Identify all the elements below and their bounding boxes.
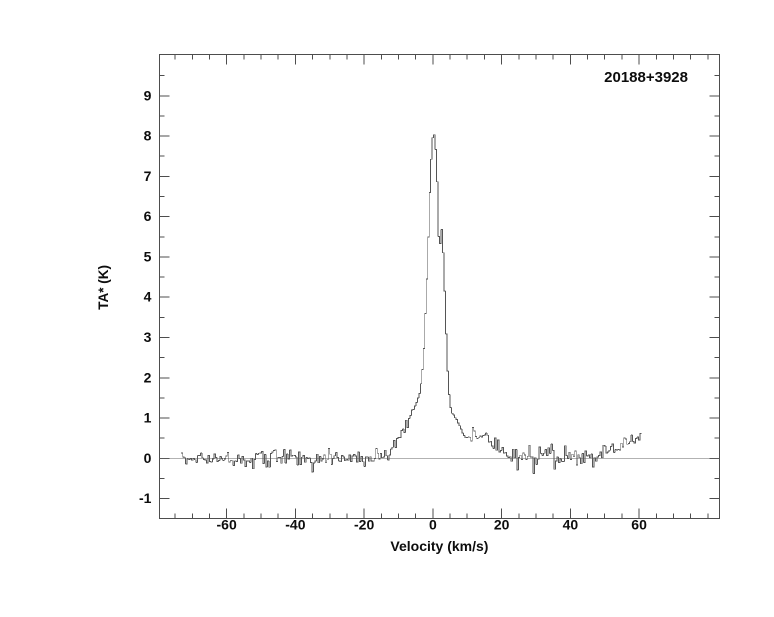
svg-text:-20: -20 <box>354 517 374 533</box>
svg-text:60: 60 <box>631 517 647 533</box>
svg-text:1: 1 <box>144 410 152 426</box>
svg-text:40: 40 <box>563 517 579 533</box>
svg-text:-60: -60 <box>217 517 237 533</box>
svg-text:-1: -1 <box>139 490 152 506</box>
svg-text:0: 0 <box>429 517 437 533</box>
svg-text:TA* (K): TA* (K) <box>96 265 111 310</box>
svg-text:9: 9 <box>144 87 152 103</box>
svg-text:6: 6 <box>144 208 152 224</box>
svg-text:8: 8 <box>144 128 152 144</box>
svg-text:4: 4 <box>144 289 152 305</box>
svg-text:7: 7 <box>144 168 152 184</box>
svg-text:-40: -40 <box>285 517 305 533</box>
svg-text:5: 5 <box>144 248 152 264</box>
svg-text:Velocity (km/s): Velocity (km/s) <box>390 538 488 554</box>
svg-text:0: 0 <box>144 450 152 466</box>
svg-text:20: 20 <box>494 517 510 533</box>
svg-text:2: 2 <box>144 369 152 385</box>
svg-text:3: 3 <box>144 329 152 345</box>
svg-text:20188+3928: 20188+3928 <box>604 69 688 86</box>
